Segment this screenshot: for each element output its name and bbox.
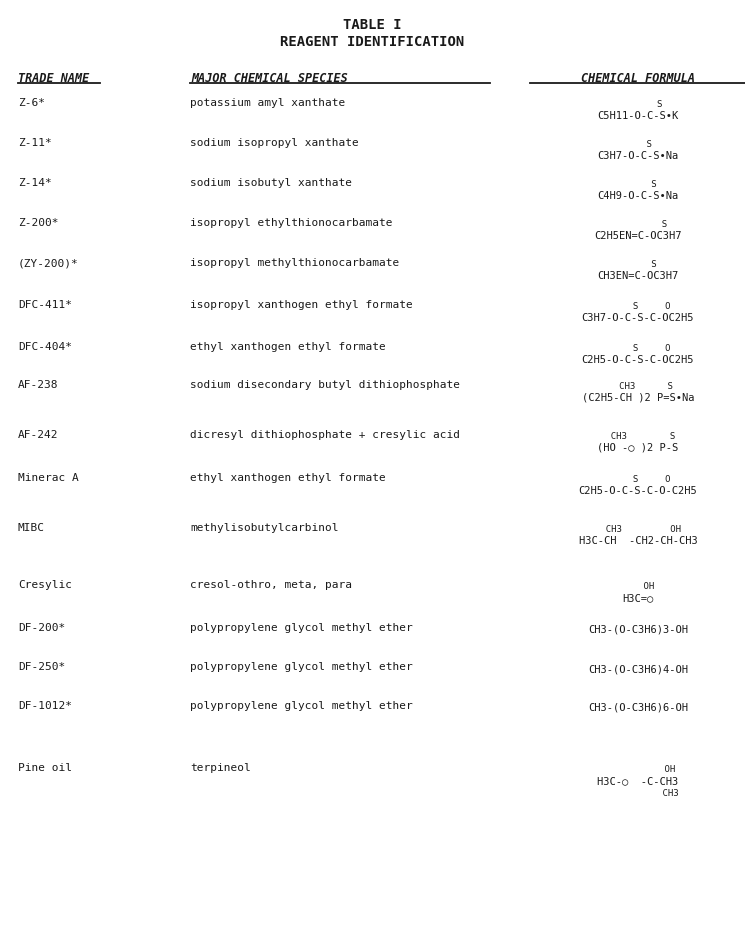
Text: CH3-(O-C3H6)3-OH: CH3-(O-C3H6)3-OH xyxy=(588,624,688,634)
Text: CH3      S: CH3 S xyxy=(603,382,673,390)
Text: S     O: S O xyxy=(606,475,670,484)
Text: Minerac A: Minerac A xyxy=(18,473,79,482)
Text: CH3EN=C-OC3H7: CH3EN=C-OC3H7 xyxy=(597,271,679,281)
Text: H3C=○: H3C=○ xyxy=(622,592,653,603)
Text: CH3-(O-C3H6)6-OH: CH3-(O-C3H6)6-OH xyxy=(588,703,688,712)
Text: Z-11*: Z-11* xyxy=(18,138,51,147)
Text: Cresylic: Cresylic xyxy=(18,579,72,590)
Text: ethyl xanthogen ethyl formate: ethyl xanthogen ethyl formate xyxy=(190,342,386,351)
Text: REAGENT IDENTIFICATION: REAGENT IDENTIFICATION xyxy=(280,35,464,49)
Text: S: S xyxy=(619,260,657,269)
Text: Z-6*: Z-6* xyxy=(18,98,45,108)
Text: sodium disecondary butyl dithiophosphate: sodium disecondary butyl dithiophosphate xyxy=(190,379,460,389)
Text: H3C-CH  -CH2-CH-CH3: H3C-CH -CH2-CH-CH3 xyxy=(579,536,697,545)
Text: isopropyl ethylthionocarbamate: isopropyl ethylthionocarbamate xyxy=(190,218,393,228)
Text: (C2H5-CH )2 P=S•Na: (C2H5-CH )2 P=S•Na xyxy=(582,392,694,402)
Text: S     O: S O xyxy=(606,301,670,311)
Text: C3H7-O-C-S-C-OC2H5: C3H7-O-C-S-C-OC2H5 xyxy=(582,312,694,323)
Text: AF-242: AF-242 xyxy=(18,429,59,439)
Text: DF-200*: DF-200* xyxy=(18,622,66,632)
Text: polypropylene glycol methyl ether: polypropylene glycol methyl ether xyxy=(190,700,413,710)
Text: S: S xyxy=(614,100,662,108)
Text: CH3        S: CH3 S xyxy=(600,432,676,440)
Text: C4H9-O-C-S•Na: C4H9-O-C-S•Na xyxy=(597,191,679,201)
Text: TRADE NAME: TRADE NAME xyxy=(18,72,89,85)
Text: isopropyl methylthionocarbamate: isopropyl methylthionocarbamate xyxy=(190,258,399,268)
Text: (ZY-200)*: (ZY-200)* xyxy=(18,258,79,268)
Text: CH3-(O-C3H6)4-OH: CH3-(O-C3H6)4-OH xyxy=(588,664,688,673)
Text: C2H5EN=C-OC3H7: C2H5EN=C-OC3H7 xyxy=(595,231,682,241)
Text: MAJOR CHEMICAL SPECIES: MAJOR CHEMICAL SPECIES xyxy=(191,72,349,85)
Text: C2H5-O-C-S-C-OC2H5: C2H5-O-C-S-C-OC2H5 xyxy=(582,355,694,364)
Text: methylisobutylcarbinol: methylisobutylcarbinol xyxy=(190,523,338,532)
Text: ethyl xanthogen ethyl formate: ethyl xanthogen ethyl formate xyxy=(190,473,386,482)
Text: C3H7-O-C-S•Na: C3H7-O-C-S•Na xyxy=(597,151,679,160)
Text: sodium isopropyl xanthate: sodium isopropyl xanthate xyxy=(190,138,359,147)
Text: Z-14*: Z-14* xyxy=(18,178,51,188)
Text: DF-1012*: DF-1012* xyxy=(18,700,72,710)
Text: S     O: S O xyxy=(606,344,670,352)
Text: isopropyl xanthogen ethyl formate: isopropyl xanthogen ethyl formate xyxy=(190,299,413,310)
Text: polypropylene glycol methyl ether: polypropylene glycol methyl ether xyxy=(190,661,413,671)
Text: S: S xyxy=(609,220,668,229)
Text: terpineol: terpineol xyxy=(190,762,251,772)
Text: S: S xyxy=(624,140,651,149)
Text: DFC-411*: DFC-411* xyxy=(18,299,72,310)
Text: cresol-othro, meta, para: cresol-othro, meta, para xyxy=(190,579,352,590)
Text: potassium amyl xanthate: potassium amyl xanthate xyxy=(190,98,345,108)
Text: AF-238: AF-238 xyxy=(18,379,59,389)
Text: C2H5-O-C-S-C-O-C2H5: C2H5-O-C-S-C-O-C2H5 xyxy=(579,486,697,495)
Text: C5H11-O-C-S•K: C5H11-O-C-S•K xyxy=(597,111,679,121)
Text: sodium isobutyl xanthate: sodium isobutyl xanthate xyxy=(190,178,352,188)
Text: DF-250*: DF-250* xyxy=(18,661,66,671)
Text: polypropylene glycol methyl ether: polypropylene glycol methyl ether xyxy=(190,622,413,632)
Text: Pine oil: Pine oil xyxy=(18,762,72,772)
Text: CH3: CH3 xyxy=(597,788,678,797)
Text: CH3         OH: CH3 OH xyxy=(595,525,681,533)
Text: OH: OH xyxy=(600,764,676,773)
Text: Z-200*: Z-200* xyxy=(18,218,59,228)
Text: MIBC: MIBC xyxy=(18,523,45,532)
Text: OH: OH xyxy=(622,581,654,590)
Text: S: S xyxy=(619,180,657,189)
Text: CHEMICAL FORMULA: CHEMICAL FORMULA xyxy=(581,72,695,85)
Text: DFC-404*: DFC-404* xyxy=(18,342,72,351)
Text: TABLE I: TABLE I xyxy=(343,18,402,32)
Text: H3C-○  -C-CH3: H3C-○ -C-CH3 xyxy=(597,775,679,785)
Text: (HO -○ )2 P-S: (HO -○ )2 P-S xyxy=(597,442,679,452)
Text: dicresyl dithiophosphate + cresylic acid: dicresyl dithiophosphate + cresylic acid xyxy=(190,429,460,439)
